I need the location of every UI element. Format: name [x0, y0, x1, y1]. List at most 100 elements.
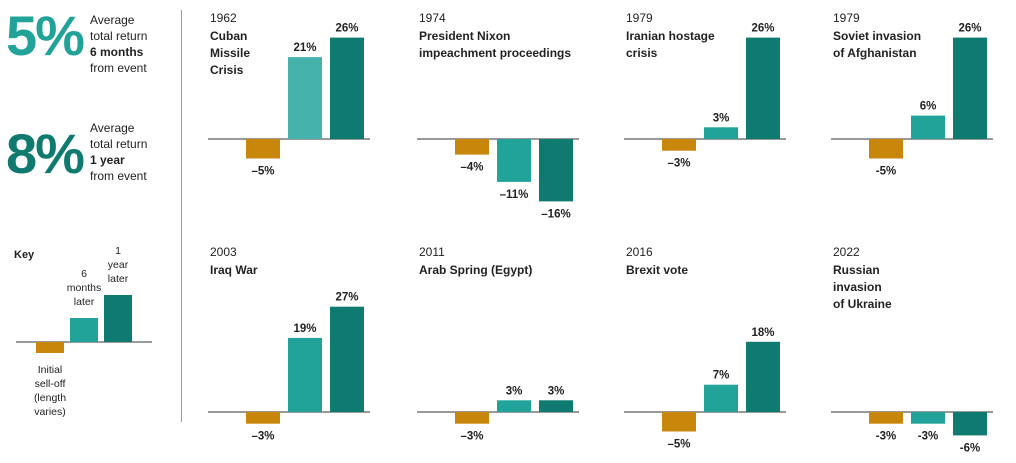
key-six-months-bar [70, 318, 98, 342]
panel-2016-6: 2016 Brexit vote –5% 7% 18% [624, 245, 786, 451]
key-six-months-label: 6 [81, 268, 87, 280]
panel-title: Cuban [210, 29, 247, 43]
selloff-bar [246, 139, 280, 159]
bar-label: -3% [918, 431, 938, 443]
selloff-bar [869, 139, 903, 159]
six-months-bar [704, 127, 738, 139]
key-selloff-label: (length [34, 392, 66, 404]
bar-label: 27% [335, 292, 358, 304]
key-six-months-label: later [74, 296, 95, 308]
key-selloff-label: Initial [38, 364, 63, 376]
vertical-divider [181, 10, 182, 422]
bar-label: 26% [751, 23, 774, 35]
panel-2011-5: 2011 Arab Spring (Egypt) –3% 3% 3% [417, 245, 579, 443]
key-selloff-bar [36, 342, 64, 353]
six-months-bar [704, 384, 738, 412]
bar-label: -6% [960, 442, 980, 454]
panel-title: Crisis [210, 63, 244, 77]
one-year-bar [953, 37, 987, 139]
panel-title: Missile [210, 46, 250, 60]
bar-label: -3% [876, 431, 896, 443]
key-one-year-label: year [108, 259, 129, 271]
panel-1979-2: 1979 Iranian hostage crisis –3% 3% 26% [624, 11, 786, 170]
six-months-bar [497, 139, 531, 182]
panel-year: 2011 [419, 245, 445, 259]
panel-title: invasion [833, 280, 882, 294]
bar-label: 26% [335, 23, 358, 35]
bar-label: 3% [506, 385, 523, 397]
one-year-bar [330, 37, 364, 139]
panel-year: 2016 [626, 245, 653, 259]
panel-title: crisis [626, 46, 658, 60]
panel-2003-4: 2003 Iraq War –3% 19% 27% [208, 245, 370, 443]
panel-title: Brexit vote [626, 263, 688, 277]
panel-title: of Afghanistan [833, 46, 917, 60]
panel-year: 1962 [210, 11, 237, 25]
panel-year: 1979 [626, 11, 653, 25]
panel-title: Arab Spring (Egypt) [419, 263, 532, 277]
one-year-bar [539, 139, 573, 202]
selloff-bar [869, 412, 903, 424]
key-six-months-label: months [67, 282, 101, 294]
panel-title: President Nixon [419, 29, 510, 43]
panel-title: Soviet invasion [833, 29, 921, 43]
panel-1962-0: 1962 Cuban Missile Crisis –5% 21% 26% [208, 11, 370, 178]
bar-label: –5% [667, 439, 690, 451]
bar-label: 21% [293, 42, 316, 54]
bar-label: 3% [548, 385, 565, 397]
panel-year: 2003 [210, 245, 237, 259]
panel-year: 2022 [833, 245, 860, 259]
key-one-year-label: 1 [115, 245, 121, 257]
key-one-year-label: later [108, 273, 129, 285]
panel-title: impeachment proceedings [419, 46, 571, 60]
six-months-bar [911, 412, 945, 424]
key-selloff-label: varies) [34, 406, 66, 418]
key-title: Key [14, 249, 35, 261]
bar-label: 6% [920, 101, 937, 113]
six-months-bar [497, 400, 531, 412]
panel-title: of Ukraine [833, 297, 892, 311]
bar-label: -5% [876, 166, 896, 178]
bar-label: –3% [460, 431, 483, 443]
selloff-bar [662, 139, 696, 151]
selloff-bar [246, 412, 280, 424]
bar-label: 18% [751, 327, 774, 339]
bar-label: 7% [713, 370, 730, 382]
bar-label: 3% [713, 112, 730, 124]
bar-label: –3% [667, 158, 690, 170]
panel-1979-3: 1979 Soviet invasion of Afghanistan -5% 6% 26… [831, 11, 993, 178]
bar-label: 19% [293, 323, 316, 335]
bar-label: –11% [500, 189, 529, 201]
selloff-bar [662, 412, 696, 432]
bar-label: 26% [958, 23, 981, 35]
stat-one-year-desc: Average total return 1 year from event [90, 121, 148, 183]
one-year-bar [746, 37, 780, 139]
stat-six-months-value: 5% [6, 4, 85, 67]
key: KeyInitialsell-off(lengthvaries)6monthsl… [14, 245, 152, 418]
selloff-bar [455, 412, 489, 424]
panel-1974-1: 1974 President Nixon impeachment proceedin… [417, 11, 579, 220]
six-months-bar [288, 337, 322, 412]
bar-label: –16% [541, 208, 570, 220]
one-year-bar [539, 400, 573, 412]
panel-year: 1974 [419, 11, 446, 25]
bar-label: –3% [251, 431, 274, 443]
one-year-bar [330, 306, 364, 412]
bar-label: –5% [251, 166, 274, 178]
stat-one-year-value: 8% [6, 122, 85, 185]
key-one-year-bar [104, 295, 132, 342]
panel-title: Iraq War [210, 263, 258, 277]
panel-year: 1979 [833, 11, 860, 25]
six-months-bar [288, 57, 322, 139]
stat-six-months-desc: Average total return 6 months from event [90, 13, 148, 75]
panel-2022-7: 2022 Russian invasion of Ukraine -3% -3% -6% [831, 245, 993, 454]
one-year-bar [746, 341, 780, 412]
bar-label: –4% [460, 162, 483, 174]
key-selloff-label: sell-off [35, 378, 66, 390]
panel-title: Russian [833, 263, 880, 277]
panel-title: Iranian hostage [626, 29, 715, 43]
six-months-bar [911, 115, 945, 139]
selloff-bar [455, 139, 489, 155]
one-year-bar [953, 412, 987, 436]
